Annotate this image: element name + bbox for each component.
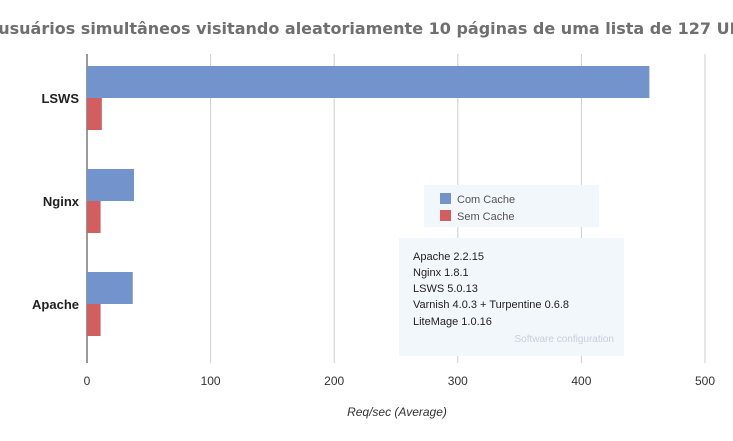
bar-apache-sem-cache — [87, 304, 101, 336]
x-axis-title: Req/sec (Average) — [347, 405, 447, 419]
note-caption: Software configuration — [514, 334, 614, 345]
legend-label-sem-cache: Sem Cache — [457, 211, 514, 223]
x-axis-ticks: 0 100 200 300 400 500 — [84, 374, 716, 388]
bar-apache-com-cache — [87, 272, 133, 304]
x-tick-label: 400 — [571, 374, 591, 388]
bars — [87, 66, 650, 336]
note-box — [399, 238, 624, 356]
bar-nginx-com-cache — [87, 169, 134, 201]
chart-title: 50 usuários simultâneos visitando aleato… — [0, 19, 733, 38]
y-axis-categories: LSWS Nginx Apache — [32, 91, 80, 312]
x-tick-label: 300 — [448, 374, 468, 388]
bar-lsws-com-cache — [87, 66, 650, 98]
legend: Com Cache Sem Cache — [424, 185, 599, 227]
category-label: LSWS — [41, 91, 79, 106]
note-line-apache: Apache 2.2.15 — [413, 251, 484, 263]
legend-swatch-sem-cache — [440, 210, 451, 221]
legend-swatch-com-cache — [440, 193, 451, 204]
x-tick-label: 500 — [695, 374, 715, 388]
x-tick-label: 100 — [201, 374, 221, 388]
bar-lsws-sem-cache — [87, 98, 102, 130]
software-config-note: Apache 2.2.15 Nginx 1.8.1 LSWS 5.0.13 Va… — [399, 238, 624, 356]
x-tick-label: 200 — [324, 374, 344, 388]
note-line-litemage: LiteMage 1.0.16 — [413, 316, 492, 328]
legend-label-com-cache: Com Cache — [457, 194, 515, 206]
note-line-varnish: Varnish 4.0.3 + Turpentine 0.6.8 — [413, 299, 569, 311]
note-line-nginx: Nginx 1.8.1 — [413, 267, 469, 279]
bar-nginx-sem-cache — [87, 201, 101, 233]
legend-box — [424, 185, 599, 227]
note-line-lsws: LSWS 5.0.13 — [413, 283, 478, 295]
x-tick-label: 0 — [84, 374, 91, 388]
category-label: Nginx — [43, 194, 80, 209]
category-label: Apache — [32, 297, 79, 312]
